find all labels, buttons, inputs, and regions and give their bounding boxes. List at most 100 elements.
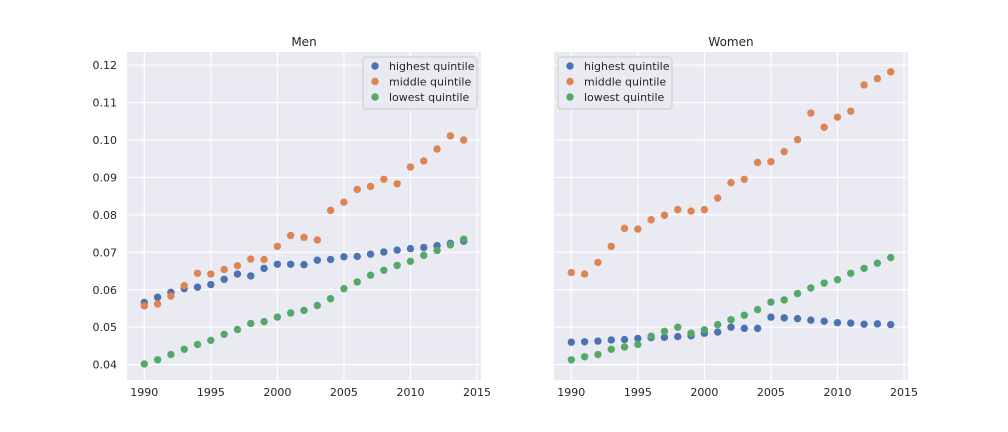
- legend-box: [362, 56, 478, 110]
- legend-box: [557, 56, 673, 110]
- legend-label: middle quintile: [584, 76, 666, 89]
- data-point: [887, 68, 895, 76]
- data-point: [273, 242, 282, 251]
- data-point: [313, 236, 322, 244]
- data-point: [420, 251, 428, 260]
- data-point: [580, 270, 589, 278]
- data-point: [767, 298, 775, 306]
- data-point: [567, 268, 575, 277]
- panel-women: 1990 1995 2000 2005 2010 2015 Women highest qui…: [554, 35, 918, 399]
- data-point: [594, 337, 602, 345]
- data-point: [687, 207, 695, 215]
- data-point: [406, 244, 415, 253]
- data-point: [247, 319, 255, 328]
- legend-label: lowest quintile: [584, 91, 664, 104]
- data-point: [740, 324, 749, 333]
- data-point: [620, 343, 629, 351]
- data-point: [847, 319, 855, 327]
- data-point: [300, 233, 308, 242]
- data-point: [140, 302, 148, 310]
- data-point: [740, 311, 749, 319]
- data-point: [167, 292, 175, 300]
- y-tick-label: 0.04: [93, 359, 118, 372]
- data-point: [793, 289, 802, 298]
- legend-marker: [566, 93, 574, 101]
- legend-marker: [566, 62, 574, 70]
- data-point: [220, 275, 228, 283]
- data-point: [607, 242, 615, 251]
- data-point: [660, 333, 669, 342]
- data-point: [807, 284, 815, 292]
- legend-marker: [371, 93, 379, 101]
- data-point: [873, 320, 882, 328]
- data-point: [207, 280, 215, 289]
- data-point: [620, 224, 629, 233]
- data-point: [207, 336, 215, 345]
- data-point: [833, 275, 842, 284]
- data-point: [340, 198, 348, 206]
- data-point: [847, 269, 855, 277]
- x-tick-label: 1990: [130, 386, 158, 399]
- data-point: [193, 269, 202, 277]
- data-point: [607, 336, 615, 344]
- data-point: [406, 163, 415, 171]
- series-1: [567, 68, 895, 278]
- data-point: [460, 235, 468, 243]
- data-point: [233, 325, 242, 334]
- data-point: [727, 178, 735, 187]
- data-point: [153, 293, 162, 301]
- panel-men: 1990 1995 2000 2005 2010 2015 0.04 0.05 0.06 0.07…: [93, 35, 492, 399]
- data-point: [580, 353, 589, 361]
- data-point: [273, 260, 282, 268]
- data-point: [567, 338, 575, 346]
- x-tick-label: 2015: [890, 386, 918, 399]
- data-point: [313, 301, 322, 310]
- data-point: [833, 113, 842, 121]
- data-point: [393, 180, 401, 188]
- data-point: [353, 185, 361, 194]
- data-point: [727, 323, 735, 331]
- legend-marker: [566, 77, 574, 86]
- y-tick-label: 0.05: [93, 321, 118, 334]
- data-point: [193, 340, 202, 349]
- series-2: [140, 235, 468, 368]
- data-point: [393, 246, 401, 254]
- y-tick-label: 0.11: [93, 97, 118, 110]
- data-point: [326, 295, 335, 303]
- data-point: [847, 107, 855, 115]
- data-point: [594, 350, 602, 359]
- data-point: [793, 314, 802, 323]
- data-point: [247, 255, 255, 263]
- data-point: [887, 320, 895, 329]
- y-tick-label: 0.12: [93, 59, 118, 72]
- data-point: [420, 157, 428, 165]
- data-point: [753, 305, 762, 314]
- data-point: [340, 284, 348, 293]
- data-point: [634, 334, 642, 343]
- data-point: [687, 329, 695, 337]
- data-point: [207, 270, 215, 278]
- data-point: [180, 345, 188, 353]
- legend-label: middle quintile: [389, 76, 471, 89]
- data-point: [153, 300, 162, 308]
- data-point: [366, 182, 375, 191]
- data-point: [300, 260, 308, 269]
- legend-marker: [371, 77, 379, 86]
- data-point: [833, 319, 842, 327]
- series-2: [567, 253, 895, 364]
- x-tick-label: 1990: [557, 386, 585, 399]
- data-point: [446, 241, 455, 249]
- data-point: [820, 317, 828, 325]
- data-point: [634, 340, 642, 349]
- x-tick-label: 2010: [396, 386, 424, 399]
- data-point: [674, 323, 682, 331]
- data-point: [300, 306, 308, 315]
- data-point: [740, 175, 749, 184]
- data-point: [380, 175, 388, 184]
- x-tick-label: 2010: [823, 386, 851, 399]
- data-point: [380, 266, 388, 274]
- data-point: [674, 205, 682, 214]
- data-point: [700, 205, 709, 214]
- data-point: [220, 265, 228, 274]
